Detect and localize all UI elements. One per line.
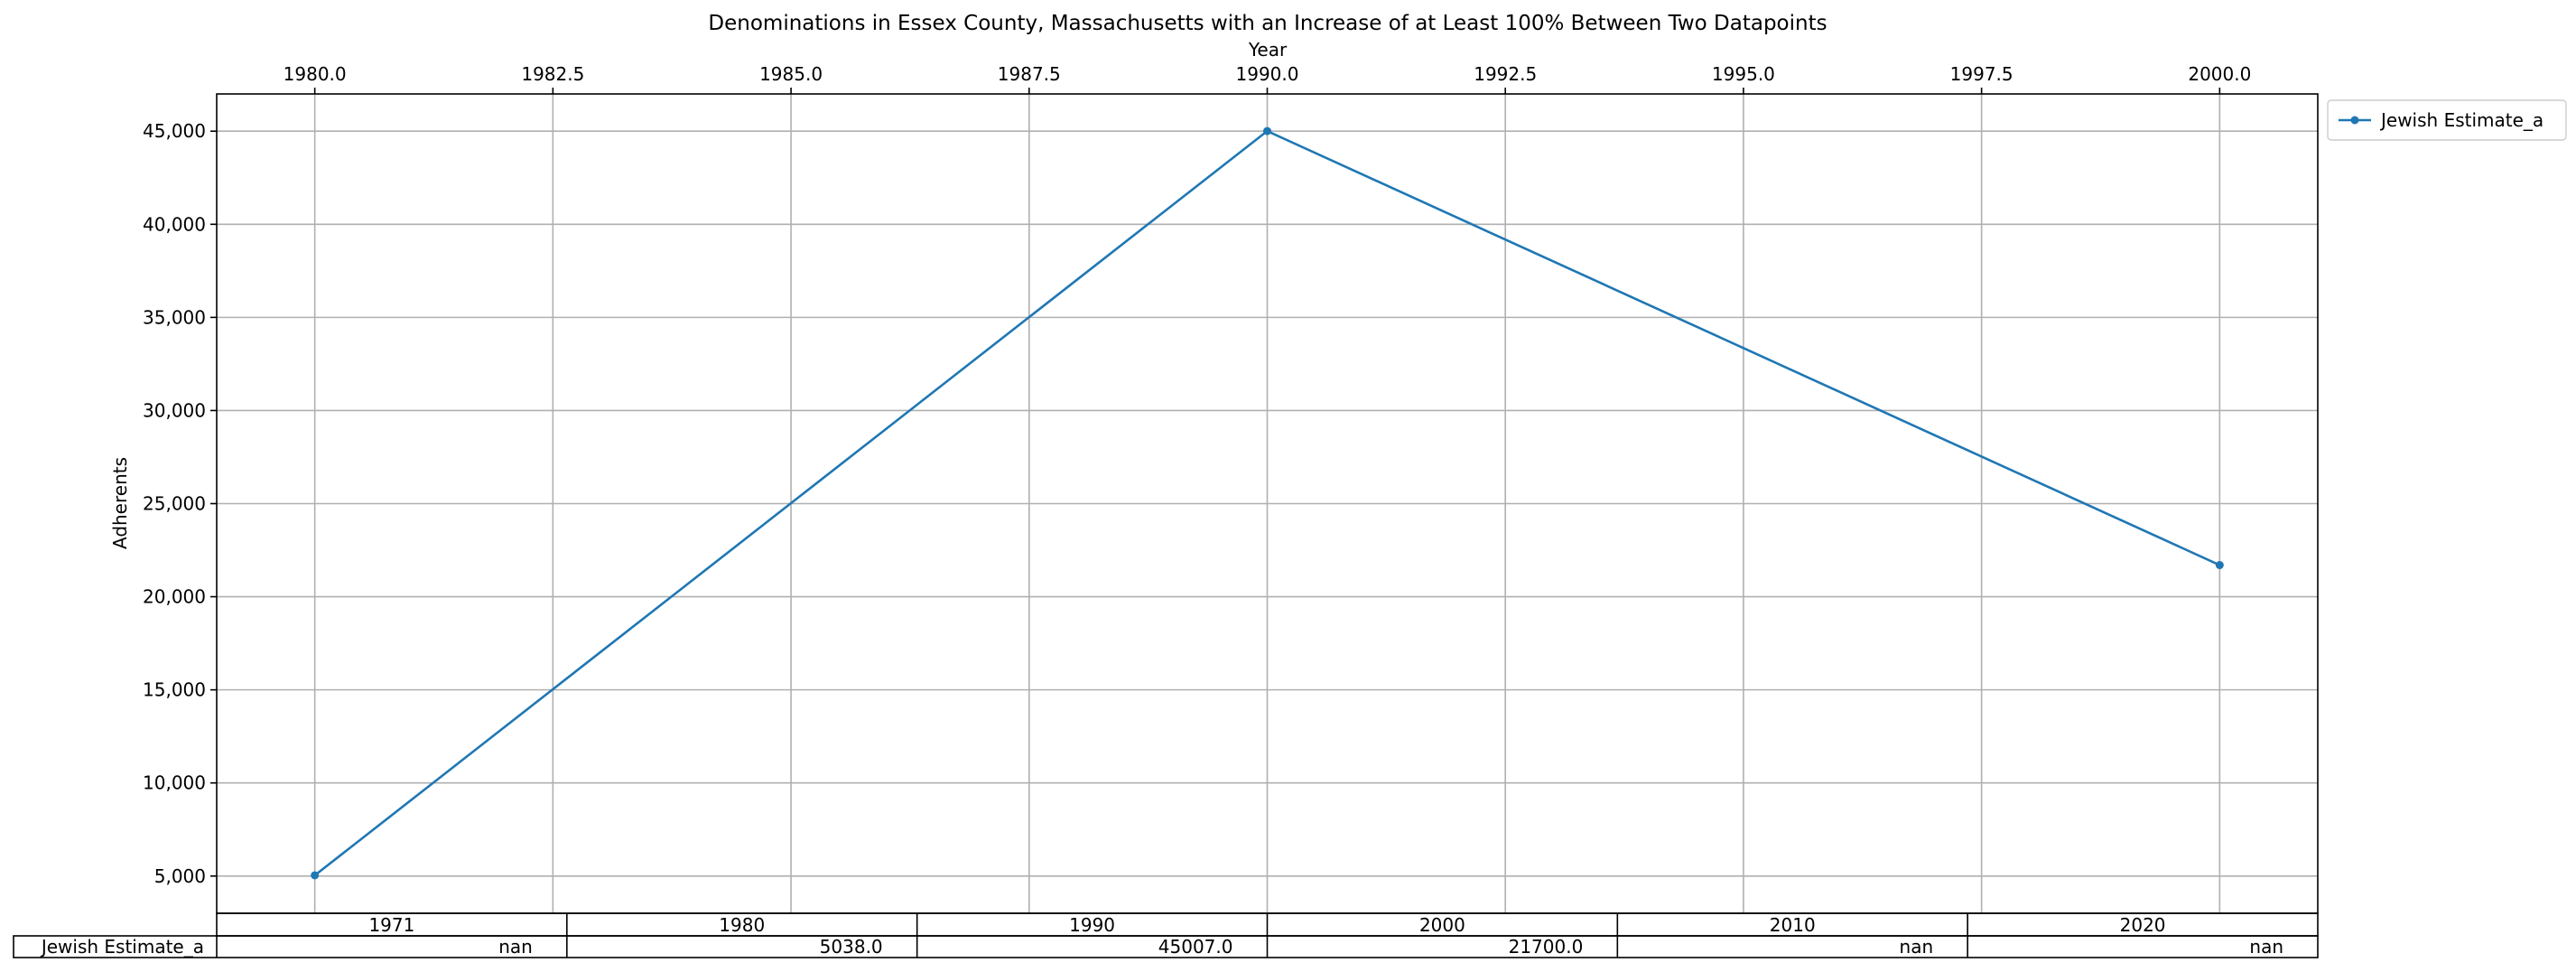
legend: Jewish Estimate_a: [2327, 99, 2567, 141]
table-column-header: 1971: [368, 914, 414, 936]
table-cell: nan: [1900, 936, 1934, 958]
table-column-header: 1990: [1069, 914, 1115, 936]
y-tick-label: 30,000: [143, 399, 206, 421]
data-point: [311, 871, 320, 880]
x-tick-label: 1985.0: [759, 63, 823, 85]
table-cell: 45007.0: [1158, 936, 1233, 958]
table-column-header: 2000: [1419, 914, 1465, 936]
y-tick-label: 25,000: [143, 493, 206, 515]
chart-title: Denominations in Essex County, Massachus…: [708, 12, 1827, 35]
data-point: [2215, 561, 2224, 570]
x-tick-label: 1997.5: [1950, 63, 2013, 85]
x-tick-label: 1990.0: [1236, 63, 1299, 85]
legend-box: [2327, 99, 2567, 141]
legend-label: Jewish Estimate_a: [2379, 109, 2543, 131]
x-axis-ticks: 1980.0 1982.5 1985.0 1987.5 1990.0 1992.5 1995…: [284, 63, 2251, 94]
y-tick-label: 35,000: [143, 306, 206, 328]
series-layer: [311, 126, 2224, 880]
y-tick-label: 20,000: [143, 586, 206, 608]
table-cell: 21700.0: [1509, 936, 1584, 958]
x-axis-label: Year: [1248, 39, 1288, 61]
data-point: [1263, 126, 1271, 136]
table-row-label: Jewish Estimate_a: [40, 936, 204, 958]
table-cell: nan: [2249, 936, 2283, 958]
y-tick-label: 15,000: [143, 679, 206, 701]
x-tick-label: 1982.5: [521, 63, 584, 85]
y-tick-label: 40,000: [143, 213, 206, 235]
y-tick-label: 45,000: [143, 120, 206, 142]
legend-swatch-marker: [2350, 116, 2359, 125]
x-tick-label: 1980.0: [284, 63, 347, 85]
table-column-header: 2020: [2120, 914, 2166, 936]
y-axis-ticks: 5,000 10,000 15,000 20,000 25,000 30,000 35,00…: [143, 120, 217, 887]
table-column-header: 1980: [719, 914, 765, 936]
x-tick-label: 1987.5: [998, 63, 1061, 85]
x-tick-label: 1992.5: [1474, 63, 1537, 85]
y-tick-label: 10,000: [143, 772, 206, 794]
y-tick-label: 5,000: [154, 865, 206, 887]
table-cell: 5038.0: [820, 936, 883, 958]
y-axis-label: Adherents: [109, 457, 131, 549]
table-row: [13, 935, 2319, 958]
x-tick-label: 1995.0: [1712, 63, 1775, 85]
table-column-header: 2010: [1770, 914, 1816, 936]
grid: [217, 94, 2318, 913]
x-tick-label: 2000.0: [2188, 63, 2251, 85]
table-cell: nan: [498, 936, 533, 958]
data-table: 1971 1980 1990 2000 2010 2020 Jewish Estimate_…: [13, 912, 2319, 958]
